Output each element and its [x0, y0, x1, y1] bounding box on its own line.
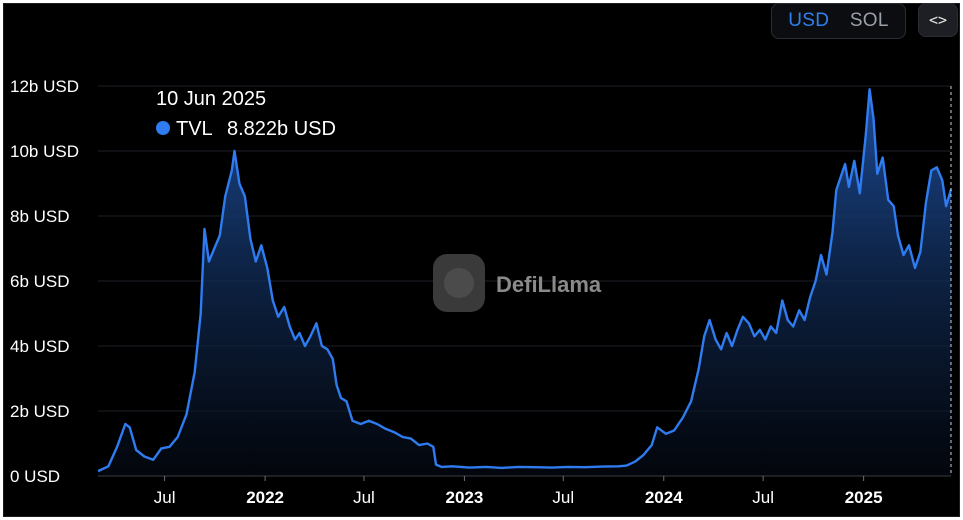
y-tick-label: 2b USD	[10, 402, 70, 421]
tooltip: 10 Jun 2025 TVL 8.822b USD	[156, 88, 336, 140]
tvl-area	[98, 89, 951, 477]
x-tick-label: Jul	[353, 488, 375, 507]
y-tick-label: 6b USD	[10, 272, 70, 291]
y-tick-label: 0 USD	[10, 467, 60, 486]
sol-toggle-button[interactable]: SOL	[849, 10, 889, 31]
usd-toggle-button[interactable]: USD	[788, 10, 830, 31]
tvl-series-line	[97, 88, 953, 473]
y-tick-label: 12b USD	[10, 77, 79, 96]
y-axis: 0 USD 2b USD 4b USD 6b USD 8b USD 10b USD 12b …	[10, 77, 79, 486]
x-tick-label: 2023	[446, 488, 484, 507]
x-tick-label: 2025	[845, 488, 883, 507]
y-tick-label: 8b USD	[10, 207, 70, 226]
embed-code-button[interactable]: <>	[918, 3, 958, 37]
tooltip-series-name: TVL	[176, 118, 213, 140]
x-axis: Jul 2022 Jul 2023 Jul 2024 Jul 2025	[98, 475, 951, 507]
x-tick-label: Jul	[752, 488, 774, 507]
x-tick-label: 2024	[645, 488, 683, 507]
x-tick-label: 2022	[246, 488, 284, 507]
x-tick-label: Jul	[154, 488, 176, 507]
tvl-line	[97, 88, 953, 473]
tooltip-value: 8.822b USD	[227, 118, 336, 140]
tooltip-series-dot-icon	[156, 121, 170, 135]
tooltip-date: 10 Jun 2025	[156, 88, 266, 110]
llama-head-icon	[444, 268, 474, 298]
currency-toggle: USD SOL	[771, 3, 906, 39]
tvl-area-fill	[98, 89, 951, 477]
watermark-text: DefiLlama	[496, 272, 602, 297]
x-tick-label: Jul	[552, 488, 574, 507]
defillama-watermark: DefiLlama	[433, 254, 602, 312]
y-tick-label: 10b USD	[10, 142, 79, 161]
code-icon: <>	[928, 11, 948, 29]
y-tick-label: 4b USD	[10, 337, 70, 356]
